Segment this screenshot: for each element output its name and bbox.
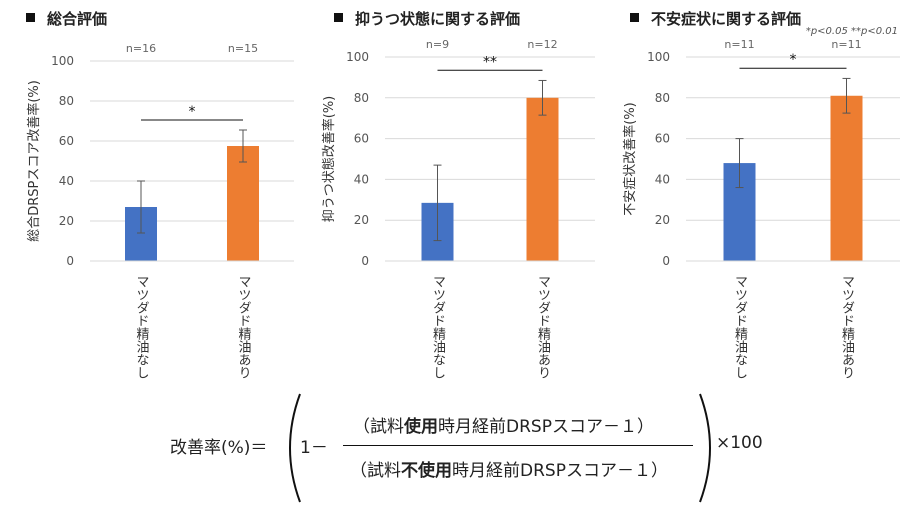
y-tick-label: 0 bbox=[662, 254, 670, 268]
panel-overall: 総合評価 0 20 40 60 80 100 総合DRSPスコア改善率(%) n=16 マツダド… bbox=[0, 0, 310, 390]
sig-text-single: p<0.05 bbox=[810, 26, 848, 37]
y-axis-label: 総合DRSPスコア改善率(%) bbox=[26, 80, 42, 242]
chart-overall: 0 20 40 60 80 100 総合DRSPスコア改善率(%) n=16 マツダド精油なし n… bbox=[26, 42, 294, 379]
category-label: マツダド精油なし bbox=[134, 275, 150, 379]
panel-title: 不安症状に関する評価 bbox=[630, 8, 801, 29]
y-tick-label: 80 bbox=[655, 91, 670, 105]
n-label: n=12 bbox=[527, 38, 557, 51]
chart-title: 総合評価 bbox=[47, 10, 108, 28]
sig-text-double: p<0.01 bbox=[861, 26, 898, 37]
n-label: n=9 bbox=[426, 38, 449, 51]
category-label: マツダド精油なし bbox=[430, 275, 446, 379]
panel-title: 総合評価 bbox=[26, 8, 107, 29]
significance-star: * bbox=[189, 104, 196, 120]
formula-paren-right-icon bbox=[699, 393, 711, 503]
y-tick-label: 60 bbox=[59, 134, 74, 148]
bullet-square-icon bbox=[26, 13, 35, 22]
y-tick-label: 80 bbox=[354, 91, 369, 105]
numerator-bold: 使用 bbox=[404, 417, 438, 437]
bar bbox=[830, 95, 863, 261]
denominator-post: 時月経前DRSPスコア－１） bbox=[452, 461, 668, 481]
y-tick-label: 20 bbox=[59, 214, 74, 228]
significance-note: *p<0.05 **p<0.01 bbox=[806, 26, 898, 37]
category-label: マツダド精油なし bbox=[732, 275, 748, 379]
numerator-pre: （試料 bbox=[353, 417, 404, 437]
y-axis-label: 抑うつ状態改善率(%) bbox=[321, 96, 337, 223]
improvement-rate-formula: 改善率(%)＝ 1－ （試料使用時月経前DRSPスコア－１） （試料不使用時月経… bbox=[0, 392, 918, 504]
y-tick-label: 0 bbox=[361, 254, 369, 268]
denominator-bold: 不使用 bbox=[401, 461, 452, 481]
numerator-post: 時月経前DRSPスコア－１） bbox=[438, 417, 654, 437]
panel-anxiety: 不安症状に関する評価 *p<0.05 **p<0.01 0 20 40 60 80 100… bbox=[610, 0, 918, 390]
category-label: マツダド精油あり bbox=[535, 275, 551, 379]
bullet-square-icon bbox=[630, 13, 639, 22]
y-tick-label: 100 bbox=[647, 50, 670, 64]
y-tick-label: 60 bbox=[354, 132, 369, 146]
y-tick-label: 40 bbox=[354, 172, 369, 186]
y-tick-label: 100 bbox=[51, 54, 74, 68]
formula-paren-left-icon bbox=[289, 393, 301, 503]
y-tick-label: 40 bbox=[655, 172, 670, 186]
formula-times-100: ×100 bbox=[716, 433, 763, 453]
n-label: n=16 bbox=[126, 42, 156, 55]
y-tick-label: 60 bbox=[655, 132, 670, 146]
category-label: マツダド精油あり bbox=[236, 275, 252, 379]
y-tick-label: 20 bbox=[655, 213, 670, 227]
n-label: n=15 bbox=[228, 42, 258, 55]
chart-depression: 0 20 40 60 80 100 抑うつ状態改善率(%) n=9 マツダド精油なし n=12 マツ… bbox=[321, 38, 595, 379]
y-tick-label: 80 bbox=[59, 94, 74, 108]
bar bbox=[526, 97, 559, 261]
sig-star-double: ** bbox=[851, 26, 861, 37]
bar bbox=[227, 146, 259, 261]
y-tick-label: 0 bbox=[66, 254, 74, 268]
fraction-bar bbox=[343, 445, 693, 446]
formula-numerator: （試料使用時月経前DRSPスコア－１） bbox=[353, 412, 654, 437]
significance-star: ** bbox=[483, 54, 497, 70]
bullet-square-icon bbox=[334, 13, 343, 22]
significance-star: * bbox=[790, 52, 797, 68]
n-label: n=11 bbox=[724, 38, 754, 51]
y-tick-label: 40 bbox=[59, 174, 74, 188]
category-label: マツダド精油あり bbox=[839, 275, 855, 379]
formula-denominator: （試料不使用時月経前DRSPスコア－１） bbox=[350, 456, 668, 481]
denominator-pre: （試料 bbox=[350, 461, 401, 481]
formula-lhs: 改善率(%)＝ bbox=[170, 438, 268, 458]
chart-title: 不安症状に関する評価 bbox=[651, 10, 802, 28]
y-tick-label: 20 bbox=[354, 213, 369, 227]
sig-star-single: * bbox=[805, 26, 811, 37]
chart-title: 抑うつ状態に関する評価 bbox=[355, 10, 521, 28]
formula-one-minus: 1－ bbox=[300, 438, 328, 458]
y-axis-label: 不安症状改善率(%) bbox=[622, 102, 638, 216]
panel-title: 抑うつ状態に関する評価 bbox=[334, 8, 520, 29]
chart-anxiety: 0 20 40 60 80 100 不安症状改善率(%) n=11 マツダド精油なし n=11 マツ… bbox=[622, 38, 900, 379]
panel-depression: 抑うつ状態に関する評価 0 20 40 60 80 100 抑うつ状態改善率(%) n=9 マツ… bbox=[310, 0, 610, 390]
y-tick-label: 100 bbox=[346, 50, 369, 64]
n-label: n=11 bbox=[831, 38, 861, 51]
